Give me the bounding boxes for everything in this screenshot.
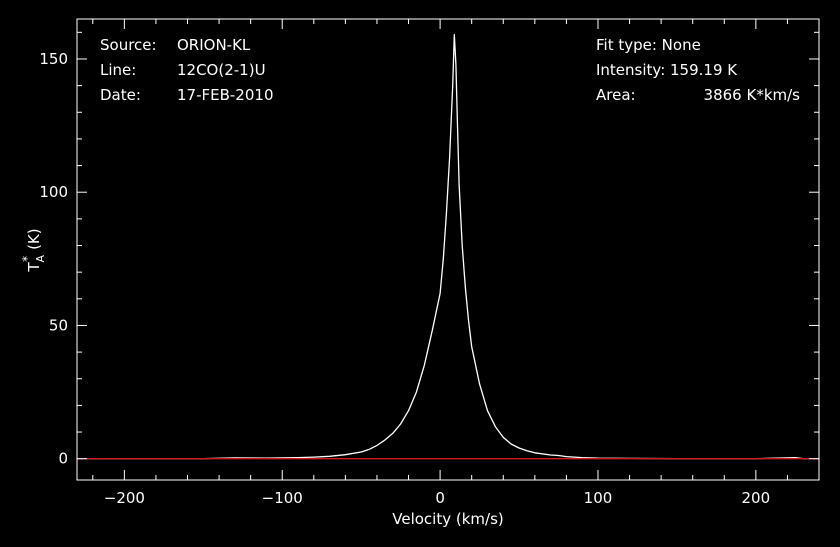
x-tick-label: −200 [104,489,145,507]
y-tick-label: 100 [39,183,68,201]
y-axis-label-main: T [25,262,43,273]
date-value: 17-FEB-2010 [177,86,273,104]
axis-ticks: −200 −100 0 100 200 0 50 100 150 [39,19,820,507]
y-axis-label-sup: * [20,256,34,262]
source-key: Source: [100,36,157,54]
area-key: Area: [596,86,636,104]
y-tick-label: 150 [39,50,68,68]
x-tick-label: 0 [435,489,445,507]
line-key: Line: [100,61,136,79]
svg-text:TA*(K): TA* (K) [20,228,47,272]
line-value: 12CO(2-1)U [177,61,266,79]
y-axis-label: TA* (K) [20,228,47,272]
plot-frame [76,18,820,481]
header-right: Fit type: None Intensity: 159.19 K Area:… [596,36,800,104]
header-left: Source: ORION-KL Line: 12CO(2-1)U Date: … [100,36,273,104]
x-axis-label: Velocity (km/s) [392,510,503,528]
y-axis-label-unit: (K) [25,228,43,250]
intensity-label: Intensity: 159.19 K [596,61,738,79]
date-key: Date: [100,86,141,104]
y-tick-label: 50 [49,316,68,334]
x-tick-label: 100 [584,489,613,507]
x-tick-label: 200 [742,489,771,507]
area-value: 3866 K*km/s [704,86,801,104]
spectrum-line [77,33,819,460]
plot-marks [77,33,819,460]
y-axis-label-sub: A [34,254,47,262]
source-value: ORION-KL [177,36,251,54]
x-tick-label: −100 [262,489,303,507]
fit-type-label: Fit type: None [596,36,701,54]
y-tick-label: 0 [58,450,68,468]
